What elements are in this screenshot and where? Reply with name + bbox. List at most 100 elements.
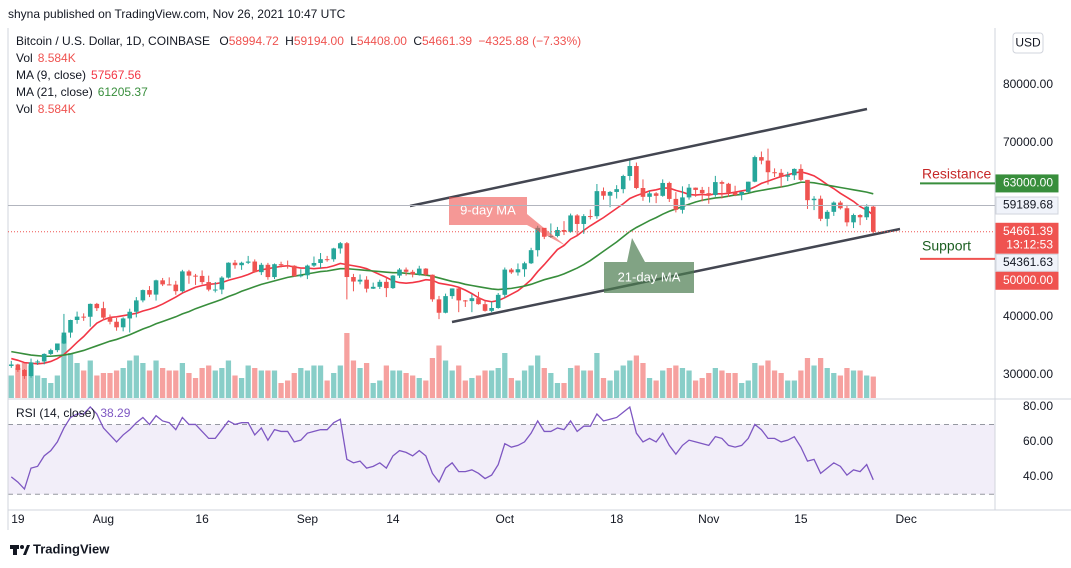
candle-body — [68, 319, 73, 333]
volume-bar — [81, 370, 87, 398]
volume-bar — [502, 353, 508, 398]
candle-body — [522, 263, 527, 270]
x-tick-label: Dec — [895, 512, 916, 526]
volume-bar — [752, 363, 758, 398]
candle-body — [377, 281, 383, 287]
candle-body — [456, 288, 462, 301]
candle-body — [410, 271, 415, 275]
plot — [8, 148, 995, 495]
ohlc-value: 59194.00 — [294, 34, 344, 48]
currency-button[interactable] — [1012, 32, 1044, 54]
volume-bar — [594, 353, 600, 398]
candle-body — [298, 275, 304, 277]
volume-bar — [732, 373, 738, 398]
volume-bar — [8, 375, 14, 398]
candle-body — [568, 215, 573, 232]
volume-bar — [245, 365, 251, 398]
candle-body — [772, 172, 777, 174]
candle-body — [864, 206, 869, 218]
legend-line: Bitcoin / U.S. Dollar, 1D, COINBASE O589… — [16, 34, 581, 48]
price-label-box — [995, 253, 1059, 272]
candle-body — [686, 187, 692, 198]
volume-bar — [146, 370, 153, 398]
volume-bar — [614, 370, 620, 398]
volume-bar — [567, 368, 574, 398]
candle-body — [502, 269, 508, 295]
volume-bar — [620, 365, 626, 398]
volume-bar — [508, 378, 515, 398]
volume-bar — [429, 358, 436, 398]
candle-body — [245, 261, 251, 263]
volume-bar — [179, 363, 186, 398]
volume-bar — [15, 368, 21, 398]
volume-bar — [350, 360, 357, 398]
candle-body — [107, 317, 113, 322]
rsi-tick-label: 60.00 — [1023, 434, 1053, 448]
volume-bar — [370, 383, 376, 398]
candle-body — [726, 183, 731, 193]
candle-body — [403, 269, 409, 272]
volume-bar — [600, 378, 607, 398]
volume-bar — [646, 378, 653, 398]
candle-body — [166, 284, 172, 286]
candle-body — [706, 193, 712, 196]
volume-bar — [475, 375, 482, 398]
candle-body — [620, 176, 626, 190]
candle-body — [153, 280, 159, 295]
candle-body — [305, 265, 310, 276]
x-tick-label: Oct — [495, 512, 514, 526]
volume-bar — [528, 365, 534, 398]
ohlc-value: 54408.00 — [357, 34, 407, 48]
currency[interactable]: USD — [1015, 36, 1041, 50]
candle-body — [140, 290, 146, 301]
y-tick-label: 70000.00 — [1003, 135, 1053, 149]
volume-bar — [824, 368, 830, 398]
volume-bar — [469, 378, 475, 398]
brand-logo — [10, 545, 30, 555]
volume-bar — [804, 358, 811, 398]
volume-bar — [758, 365, 765, 398]
volume-bar — [785, 380, 791, 398]
y-tick-label: 40000.00 — [1003, 309, 1053, 323]
volume-bar — [94, 375, 100, 398]
candle-body — [226, 262, 231, 278]
ohlc-key: O — [219, 34, 228, 48]
rsi-band — [8, 424, 995, 495]
candle-body — [647, 193, 652, 197]
candle-body — [252, 261, 258, 273]
volume-bar — [410, 375, 416, 398]
volume-bar — [706, 373, 712, 398]
rsi-tick-label: 40.00 — [1023, 469, 1053, 483]
candle-body — [805, 179, 810, 201]
volume-bar — [699, 378, 705, 398]
x-tick-label: 14 — [386, 512, 400, 526]
ohlc-value: 54661.39 — [422, 34, 472, 48]
candle-body — [574, 215, 580, 224]
volume-bar — [212, 370, 218, 398]
candle-body — [798, 168, 804, 180]
candle-body — [55, 343, 60, 351]
volume-bar — [100, 373, 107, 398]
ohlc-key: L — [350, 34, 357, 48]
candle-body — [640, 188, 646, 197]
volume-bar — [331, 373, 337, 398]
volume-bar — [383, 365, 389, 398]
candle-body — [693, 187, 698, 190]
volume-bar — [238, 378, 245, 398]
candle-body — [778, 172, 784, 177]
legend-key: MA (9, close) — [16, 68, 86, 82]
candle-body — [232, 262, 238, 266]
volume-bar — [206, 365, 212, 398]
candle-body — [482, 304, 488, 311]
candle-body — [594, 191, 600, 217]
candle-body — [463, 300, 468, 302]
volume-bar — [561, 383, 567, 398]
candle-body — [357, 279, 363, 282]
candle-body — [476, 298, 481, 305]
candle-body — [469, 298, 475, 302]
volume-bar — [120, 368, 126, 398]
candle-body — [752, 157, 758, 182]
candle-body — [588, 216, 593, 218]
volume-bar — [462, 380, 468, 398]
